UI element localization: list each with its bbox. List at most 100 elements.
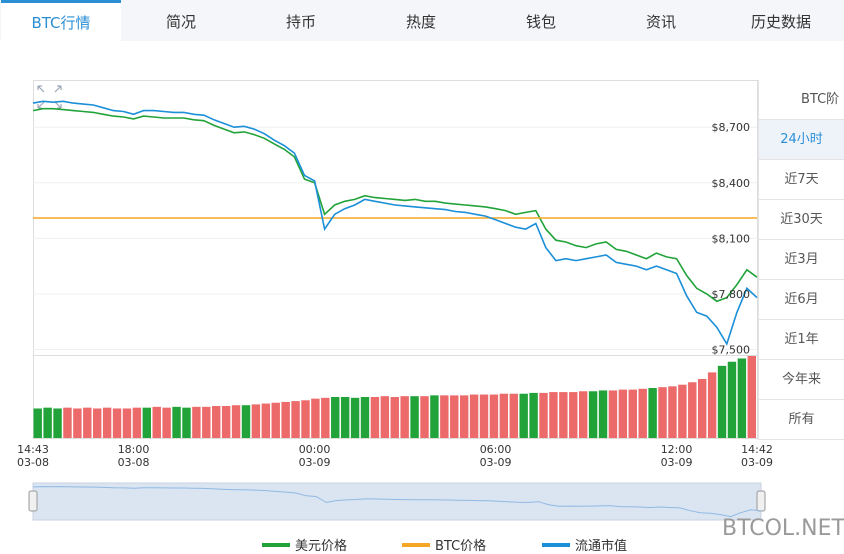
volume-bar [212,406,221,438]
range-menu: BTC阶 24小时 近7天 近30天 近3月 近6月 近1年 今年来 所有 [758,80,844,440]
range-button[interactable]: 近30天 [758,200,844,240]
volume-bar [172,406,181,438]
y-tick-label: $8,100 [712,232,751,245]
navigator-handle[interactable] [756,490,766,512]
tab[interactable]: BTC行情 [1,0,121,41]
volume-bar [608,390,618,438]
volume-bar [83,407,92,438]
price-line [32,100,758,346]
expand-icon[interactable] [37,85,62,109]
navigator-handle[interactable] [28,490,38,512]
plot-frame [33,80,758,439]
volume-bar [469,394,479,438]
range-button[interactable]: 近7天 [758,160,844,200]
range-button[interactable]: 今年来 [758,360,844,400]
volume-bar [717,365,727,438]
volume-bar [33,408,42,438]
volume-bar [459,395,469,438]
volume-bar [221,406,231,438]
volume-bar [162,407,171,438]
x-tick-label: 06:00 03-09 [479,443,512,469]
volume-bar [430,395,439,438]
tab[interactable]: 资讯 [645,13,676,31]
volume-bar [747,356,756,438]
range-button[interactable]: 近3月 [758,240,844,280]
volume-bar [291,401,300,438]
volume-bar [737,358,747,438]
range-button[interactable]: 近6月 [758,280,844,320]
volume-bar [578,391,588,438]
volume-bar [271,402,280,438]
volume-bar [707,372,717,438]
y-tick-label: $8,400 [712,177,751,190]
y-tick-label: $7,500 [712,343,751,356]
range-button[interactable]: 所有 [758,400,844,440]
volume-bar [152,406,161,438]
volume-bar [529,392,538,438]
volume-bar [202,406,211,438]
volume-bar [251,404,261,438]
legend-label: BTC价格 [435,538,486,554]
range-button[interactable]: 24小时 [758,120,844,160]
range-button[interactable]: 近1年 [758,320,844,360]
tab[interactable]: 历史数据 [750,13,811,31]
volume-bar [132,407,142,438]
volume-bar [192,406,201,438]
volume-bar [311,398,320,438]
volume-bar [53,408,62,438]
volume-bar [301,400,310,438]
watermark: BTCOL.NET [722,516,844,541]
volume-bar [340,397,350,438]
y-tick-label: $8,700 [712,121,751,134]
legend-label: 流通市值 [575,538,627,554]
volume-bar [350,397,360,438]
volume-bar [499,393,509,438]
volume-bar [638,388,647,438]
volume-bar [93,408,102,438]
menu-header: BTC阶 [758,80,844,120]
volume-bar [559,392,568,438]
volume-bar [182,407,191,438]
volume-bar [598,390,608,438]
volume-bar [727,361,737,438]
volume-bar [588,391,598,438]
volume-bar [63,407,72,438]
volume-bar [43,407,52,438]
x-tick-label: 14:42 03-09 [741,443,773,469]
volume-bar [678,384,687,438]
volume-bar [658,387,667,438]
tab[interactable]: 钱包 [525,13,556,31]
legend-swatch [262,543,290,547]
volume-bar [440,395,449,438]
legend-swatch [402,543,430,547]
x-tick-label: 18:00 03-08 [117,443,150,469]
volume-bar [688,382,697,438]
volume-bar [519,393,528,438]
tab[interactable]: 持币 [285,13,316,31]
volume-bar [628,389,637,438]
volume-bar [142,407,152,438]
volume-bar [420,396,429,438]
volume-bar [370,397,380,438]
legend-label: 美元价格 [295,538,347,554]
volume-bar [321,397,330,438]
volume-bar [489,394,499,438]
volume-bar [331,397,340,438]
volume-bar [360,397,370,438]
volume-bar [112,408,122,438]
volume-bar [281,401,290,438]
volume-bar [73,408,82,438]
tab[interactable]: 简况 [165,13,196,31]
volume-bar [380,396,390,438]
tab[interactable]: 热度 [405,13,436,31]
volume-bar [618,389,628,438]
volume-bar [241,405,251,438]
tab-bar: BTC行情 简况 持币 热度 钱包 资讯 历史数据 [0,0,844,41]
volume-bar [549,392,558,438]
volume-bar [509,393,518,438]
volume-bar [648,387,657,438]
navigator[interactable] [32,482,762,521]
volume-bar [410,396,419,438]
